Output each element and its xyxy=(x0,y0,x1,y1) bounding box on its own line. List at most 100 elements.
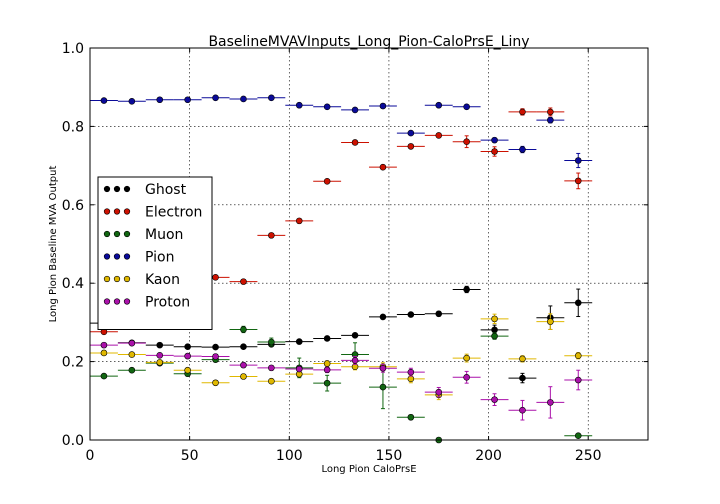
data-point xyxy=(491,136,498,144)
legend-marker xyxy=(103,230,111,238)
data-point xyxy=(212,94,219,102)
y-tick-label: 0.6 xyxy=(62,198,84,214)
chart-title: BaselineMVAVInputs_Long_Pion-CaloPrsE_Li… xyxy=(208,34,529,50)
x-tick-label: 0 xyxy=(86,448,95,464)
legend-label: Pion xyxy=(145,250,174,266)
data-point xyxy=(295,338,303,345)
data-point xyxy=(240,326,247,333)
x-axis-label: Long Pion CaloPrsE xyxy=(321,464,416,475)
series-kaon xyxy=(90,313,593,401)
legend-label: Proton xyxy=(145,295,190,311)
data-point xyxy=(156,341,164,349)
data-point xyxy=(407,368,415,376)
legend-entry-electron: Electron xyxy=(103,205,202,221)
data-point xyxy=(351,139,359,146)
legend-label: Ghost xyxy=(145,182,187,198)
data-point xyxy=(435,310,443,318)
legend-marker xyxy=(123,298,131,305)
data-point xyxy=(547,399,554,406)
data-point xyxy=(407,375,415,383)
data-point xyxy=(323,103,331,111)
data-point xyxy=(491,326,498,334)
data-point xyxy=(463,373,470,381)
data-point xyxy=(268,94,275,102)
data-point xyxy=(519,146,526,153)
data-point xyxy=(323,366,331,374)
legend-marker xyxy=(113,275,121,283)
legend-marker xyxy=(113,230,121,238)
data-point xyxy=(212,274,219,281)
legend-marker xyxy=(113,298,121,305)
data-point xyxy=(379,383,387,391)
legend-label: Muon xyxy=(145,227,183,243)
data-point xyxy=(519,355,526,363)
data-point xyxy=(212,379,219,387)
legend-marker xyxy=(113,208,121,215)
data-point xyxy=(100,341,108,349)
axis-ticks: 0 50 100 150 200 250 0.0 0.2 0.4 0.6 0.8 1.0 xyxy=(62,41,648,464)
legend-marker xyxy=(103,208,111,215)
data-point xyxy=(128,366,136,374)
data-point xyxy=(519,108,526,116)
data-point xyxy=(574,157,582,164)
x-tick-label: 100 xyxy=(276,448,303,464)
plot-frame xyxy=(89,47,649,441)
legend-entry-pion: Pion xyxy=(103,250,174,266)
data-point xyxy=(323,379,331,387)
data-point xyxy=(268,377,275,385)
legend-marker xyxy=(103,298,111,305)
data-point xyxy=(435,101,443,109)
x-tick-label: 200 xyxy=(475,448,502,464)
y-tick-label: 1.0 xyxy=(62,41,84,57)
y-tick-label: 0.0 xyxy=(62,433,84,449)
data-point xyxy=(547,318,554,325)
legend-entry-ghost: Ghost xyxy=(103,182,187,198)
data-point xyxy=(574,376,582,384)
data-point xyxy=(491,396,498,403)
legend-label: Electron xyxy=(145,205,202,221)
data-point xyxy=(268,364,275,372)
data-point xyxy=(156,352,164,359)
data-point xyxy=(295,101,303,109)
data-point xyxy=(407,413,415,421)
series-pion xyxy=(90,94,593,169)
y-tick-label: 0.4 xyxy=(62,276,84,292)
x-tick-label: 150 xyxy=(376,448,403,464)
data-point xyxy=(379,102,387,110)
data-point xyxy=(156,96,164,104)
data-point xyxy=(351,357,359,364)
data-point xyxy=(574,352,582,360)
data-point xyxy=(323,335,331,342)
legend-entry-muon: Muon xyxy=(103,227,183,243)
data-point xyxy=(547,108,554,116)
data-point xyxy=(519,406,526,414)
data-point xyxy=(574,299,582,307)
legend-marker xyxy=(103,185,111,193)
data-point xyxy=(463,103,470,111)
data-point xyxy=(240,361,247,369)
data-point xyxy=(379,364,387,372)
legend-marker xyxy=(103,275,111,283)
data-point xyxy=(212,343,219,351)
data-point xyxy=(435,388,443,396)
data-point xyxy=(463,286,470,293)
data-point xyxy=(435,132,443,139)
data-point xyxy=(407,311,415,318)
data-point xyxy=(100,97,108,104)
data-point xyxy=(491,315,498,323)
data-point xyxy=(351,332,359,339)
data-point xyxy=(379,313,387,321)
data-point xyxy=(519,374,526,382)
data-point xyxy=(323,177,331,185)
data-point xyxy=(323,360,331,367)
data-point xyxy=(463,138,470,145)
legend-marker xyxy=(113,185,121,193)
y-tick-label: 0.2 xyxy=(62,355,84,371)
data-point xyxy=(240,373,247,380)
data-point xyxy=(212,353,219,360)
legend-label: Kaon xyxy=(145,272,180,288)
legend: Ghost Electron Muon Pion Kaon Proton xyxy=(97,176,213,330)
data-point xyxy=(351,106,359,114)
data-point xyxy=(491,332,498,340)
data-point xyxy=(240,278,247,285)
